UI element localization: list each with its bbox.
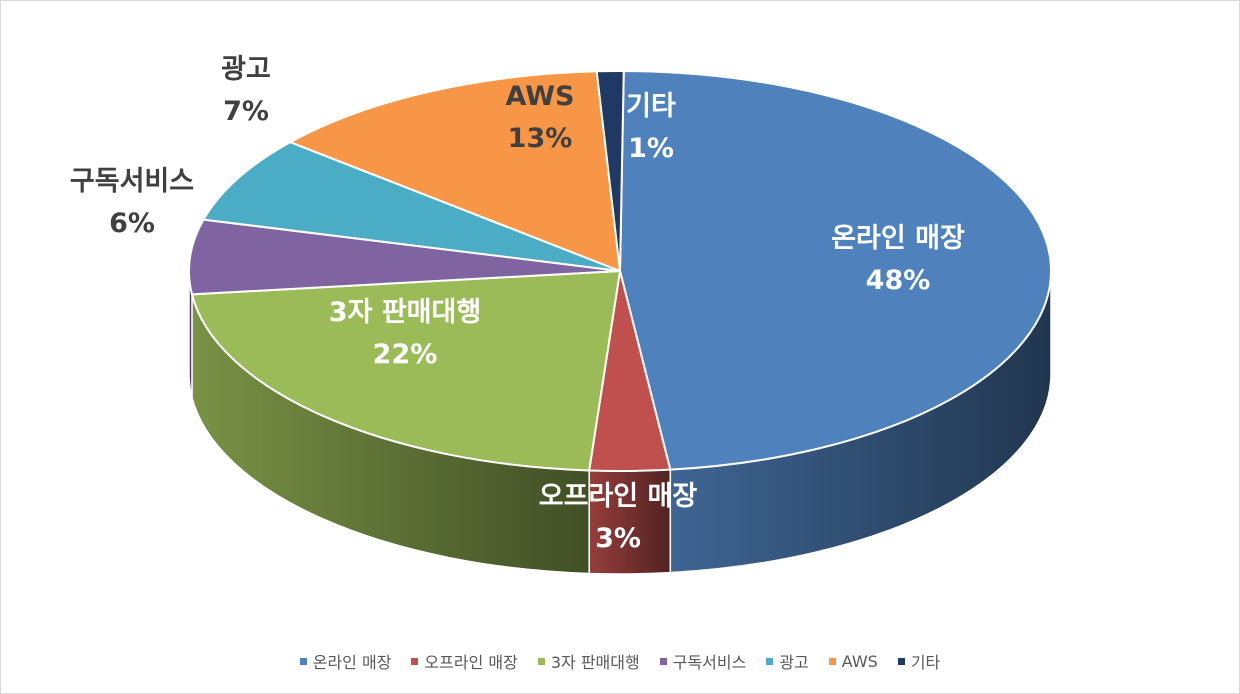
legend-marker-7 (897, 657, 905, 665)
data-labels: 온라인 매장 48% 오프라인 매장 3% 3자 판매대행 22% 구독서비스 6% 광고 7% A… (70, 54, 965, 554)
legend-marker-4 (659, 657, 667, 665)
legend-entry-4: 구독서비스 (659, 649, 747, 673)
slice-5-category-label: 광고 (221, 54, 271, 85)
slice-2-category-label: 오프라인 매장 (539, 481, 698, 512)
legend-entry-3: 3자 판매대행 (537, 649, 640, 673)
legend-entry-7: 기타 (897, 649, 941, 673)
slice-5 (202, 141, 621, 272)
slice-2-value-label: 3% (595, 523, 641, 554)
slice-1 (619, 70, 1052, 471)
legend-label-6: AWS (841, 651, 878, 671)
slice-1-value-label: 48% (866, 265, 931, 296)
slice-6-value-label: 13% (508, 123, 573, 154)
slice-7-value-label: 1% (628, 133, 674, 164)
slice-5-value-label: 7% (223, 96, 269, 127)
legend: 온라인 매장 오프라인 매장 3자 판매대행 구독서비스 광고 AWS 기타 (1, 649, 1239, 673)
slice-3 (190, 270, 621, 472)
legend-label-1: 온라인 매장 (312, 653, 392, 672)
legend-label-2: 오프라인 매장 (424, 653, 518, 672)
slice-1-category-label: 온라인 매장 (831, 223, 965, 254)
legend-label-3: 3자 판매대행 (550, 653, 640, 672)
slice-6 (289, 70, 621, 272)
legend-marker-1 (299, 657, 307, 665)
legend-entry-5: 광고 (766, 649, 809, 673)
slice-3-value-label: 22% (373, 339, 438, 370)
legend-entry-1: 온라인 매장 (299, 649, 392, 673)
legend-label-5: 광고 (779, 653, 809, 672)
legend-marker-2 (411, 657, 419, 665)
legend-marker-6 (828, 657, 836, 665)
legend-label-7: 기타 (910, 653, 941, 672)
slice-7 (595, 70, 625, 272)
legend-entry-6: AWS (828, 651, 878, 671)
legend-marker-3 (537, 657, 545, 665)
slice-4-category-label: 구독서비스 (70, 166, 194, 197)
slice-6-category-label: AWS (506, 81, 575, 112)
legend-label-4: 구독서비스 (672, 653, 747, 672)
pie-side-walls (188, 270, 1052, 575)
slice-4 (188, 218, 621, 296)
pie-top (188, 70, 1052, 472)
slice-7-category-label: 기타 (626, 91, 676, 122)
slice-4-value-label: 6% (109, 208, 155, 239)
legend-entry-2: 오프라인 매장 (411, 649, 518, 673)
legend-marker-5 (766, 657, 774, 665)
slice-3-category-label: 3자 판매대행 (329, 297, 481, 328)
